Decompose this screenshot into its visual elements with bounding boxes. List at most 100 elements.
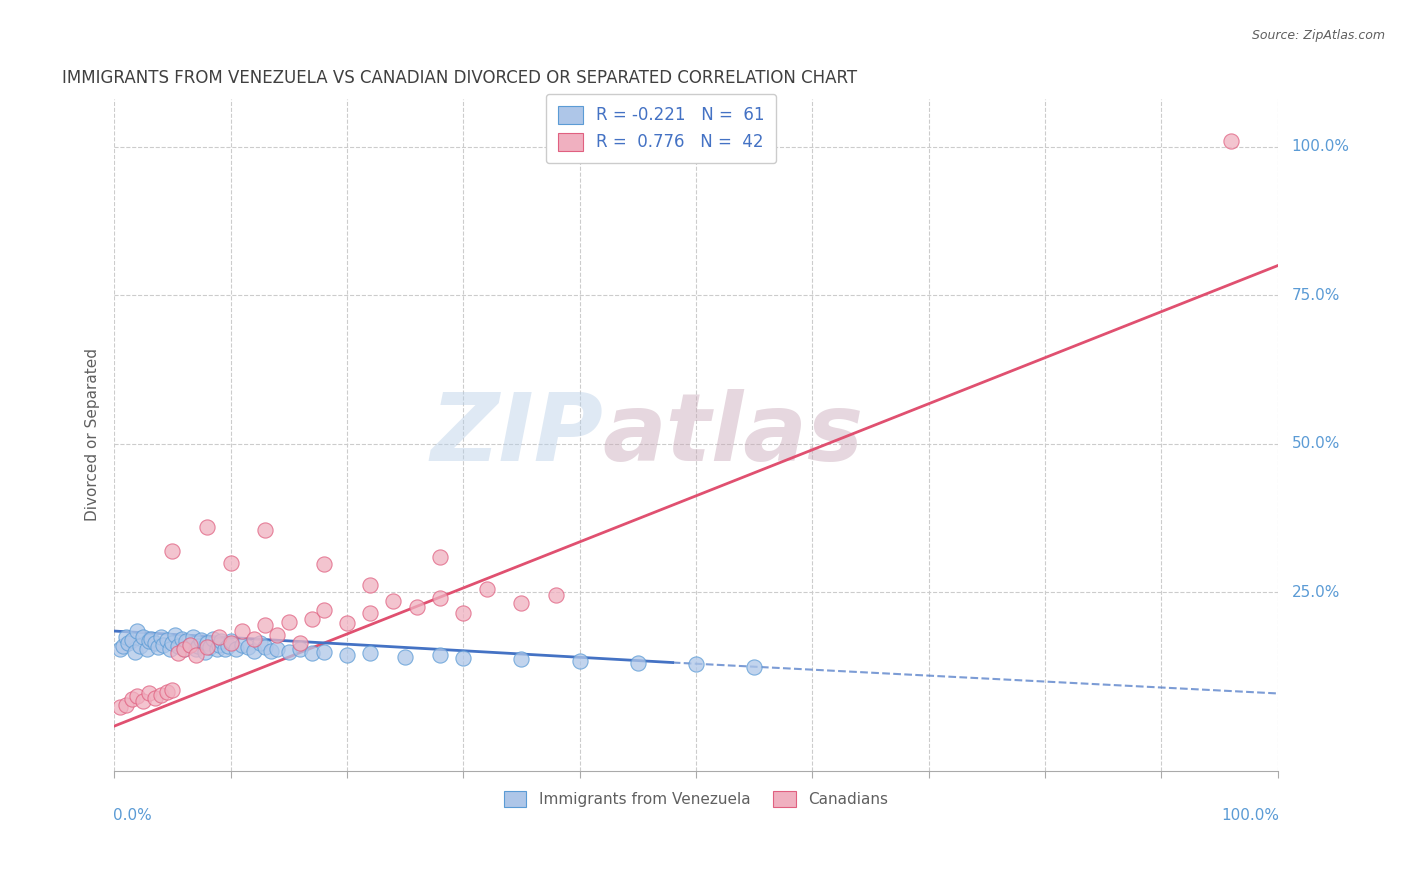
Point [301,612,323,626]
Point [382,594,405,608]
Point [451,650,474,665]
Point [143,691,166,706]
Point [277,615,299,629]
Point [149,630,172,644]
Point [127,690,149,704]
Point [163,628,186,642]
Point [236,640,259,654]
Point [429,549,451,564]
Point [198,640,221,654]
Text: IMMIGRANTS FROM VENEZUELA VS CANADIAN DIVORCED OR SEPARATED CORRELATION CHART: IMMIGRANTS FROM VENEZUELA VS CANADIAN DI… [62,69,856,87]
Text: 0.0%: 0.0% [112,807,152,822]
Point [141,632,163,646]
Text: Source: ZipAtlas.com: Source: ZipAtlas.com [1251,29,1385,42]
Point [162,683,184,698]
Point [195,636,218,650]
Point [301,646,323,660]
Point [510,652,533,666]
Point [149,688,172,702]
Point [254,618,277,632]
Point [312,557,335,571]
Point [394,649,416,664]
Point [162,544,184,558]
Point [254,523,277,537]
Point [190,632,212,647]
Point [121,692,143,706]
Point [108,641,131,656]
Point [546,588,568,602]
Point [143,636,166,650]
Point [219,634,242,648]
Point [742,659,765,673]
Point [159,641,181,656]
Point [170,632,193,646]
Point [138,634,160,648]
Point [184,641,207,656]
Point [173,641,195,656]
Point [266,641,288,656]
Point [187,639,209,653]
Point [429,648,451,662]
Point [475,582,498,597]
Point [124,645,146,659]
Point [405,600,427,615]
Point [451,606,474,620]
Text: 100.0%: 100.0% [1292,139,1350,154]
Text: 100.0%: 100.0% [1220,807,1279,822]
Point [627,656,650,670]
Point [359,606,381,620]
Point [108,699,131,714]
Point [195,640,218,654]
Text: 50.0%: 50.0% [1292,436,1340,451]
Point [208,630,231,644]
Point [195,520,218,534]
Point [568,654,591,668]
Point [336,648,359,662]
Point [205,641,228,656]
Point [208,638,231,652]
Point [179,638,201,652]
Point [260,643,283,657]
Point [138,686,160,700]
Text: 25.0%: 25.0% [1292,585,1340,600]
Point [254,640,277,654]
Point [135,641,157,656]
Point [214,641,236,656]
Point [114,630,136,644]
Point [117,636,139,650]
Point [121,632,143,647]
Point [128,639,150,653]
Point [277,645,299,659]
Point [179,638,201,652]
Point [155,685,177,699]
Y-axis label: Divorced or Separated: Divorced or Separated [86,349,100,522]
Point [217,639,239,653]
Point [231,624,253,638]
Point [148,640,170,654]
Text: ZIP: ZIP [430,389,603,481]
Point [219,636,242,650]
Point [266,628,288,642]
Point [132,693,155,707]
Point [685,657,707,671]
Point [231,638,253,652]
Text: 75.0%: 75.0% [1292,288,1340,302]
Point [127,624,149,638]
Point [249,636,271,650]
Point [243,632,266,646]
Point [202,632,225,646]
Point [176,634,198,648]
Point [312,603,335,617]
Legend: Immigrants from Venezuela, Canadians: Immigrants from Venezuela, Canadians [498,785,894,814]
Point [152,638,174,652]
Point [312,645,335,659]
Point [359,578,381,592]
Point [219,556,242,570]
Point [290,636,312,650]
Point [510,596,533,610]
Point [429,591,451,606]
Point [155,632,177,647]
Point [167,639,190,653]
Text: atlas: atlas [603,389,865,481]
Point [184,648,207,662]
